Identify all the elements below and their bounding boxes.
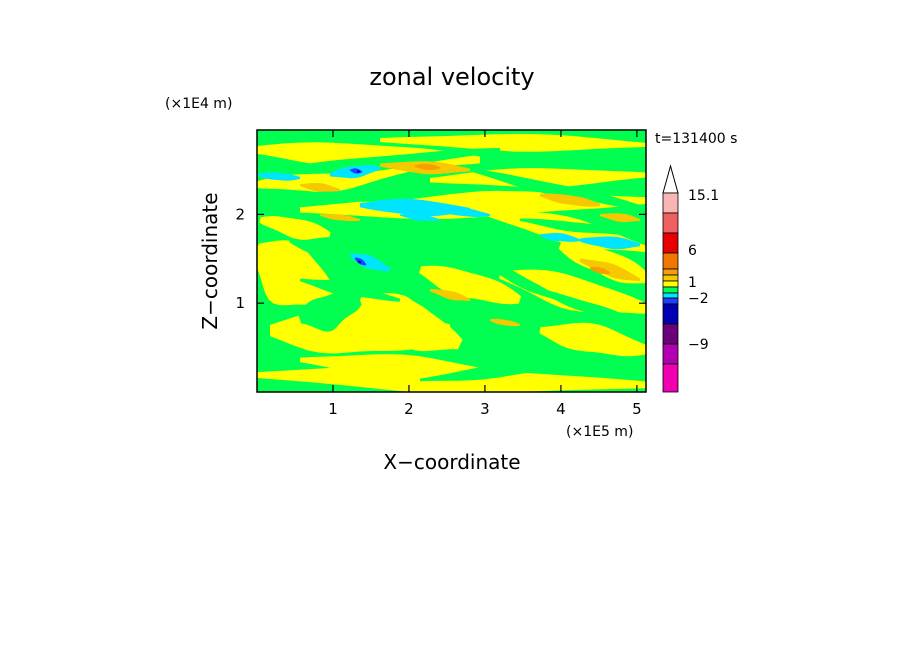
colorbar-box bbox=[662, 252, 679, 270]
colorbar-box bbox=[662, 268, 679, 276]
y-tick-label: 1 bbox=[235, 294, 245, 312]
chart-title: zonal velocity bbox=[369, 63, 534, 91]
green-band bbox=[289, 238, 381, 272]
positive-band bbox=[257, 240, 335, 307]
colorbar-box bbox=[662, 232, 679, 254]
green-band bbox=[259, 187, 481, 202]
cyan-patch bbox=[349, 253, 391, 272]
green-band bbox=[299, 278, 401, 302]
x-axis-label: X−coordinate bbox=[383, 450, 520, 474]
cyan-patch bbox=[359, 198, 471, 217]
colorbar-label: −2 bbox=[688, 291, 709, 307]
cyan-patch bbox=[539, 233, 581, 242]
orange-patch bbox=[299, 182, 341, 192]
positive-band bbox=[499, 269, 646, 314]
orange-max bbox=[589, 267, 611, 274]
orange-patch bbox=[429, 289, 471, 301]
colorbar-box bbox=[662, 363, 679, 393]
darkblue-core bbox=[356, 170, 361, 173]
cyan-patch bbox=[579, 236, 641, 250]
cyan-patch bbox=[399, 214, 441, 221]
positive-band bbox=[259, 216, 331, 240]
green-band bbox=[519, 218, 646, 237]
colorbar-label: 1 bbox=[688, 275, 697, 291]
colorbar-max-triangle bbox=[662, 164, 679, 194]
green-band bbox=[469, 168, 646, 212]
positive-band bbox=[299, 354, 481, 376]
y-axis-label: Z−coordinate bbox=[198, 192, 222, 329]
green-band bbox=[358, 258, 461, 322]
y-scale-label: (×1E4 m) bbox=[165, 96, 232, 112]
orange-max bbox=[414, 163, 441, 171]
x-tick-label: 2 bbox=[404, 400, 414, 418]
positive-band bbox=[357, 293, 463, 352]
cyan-patch bbox=[257, 172, 301, 181]
positive-band bbox=[539, 322, 646, 357]
colorbar-box bbox=[662, 303, 679, 325]
orange-patch bbox=[599, 213, 641, 223]
green-band bbox=[539, 288, 646, 331]
positive-band bbox=[380, 133, 646, 152]
colorbar-box bbox=[662, 212, 679, 234]
contour-field bbox=[257, 130, 646, 392]
colorbar-label: 6 bbox=[688, 243, 697, 259]
x-ticks: 1 2 3 4 5 bbox=[328, 130, 642, 418]
orange-patch bbox=[489, 318, 521, 327]
colorbar-box bbox=[662, 323, 679, 345]
green-band bbox=[257, 147, 501, 177]
x-tick-label: 4 bbox=[556, 400, 566, 418]
green-band bbox=[459, 248, 561, 302]
x-tick-label: 5 bbox=[632, 400, 642, 418]
colorbar-label: −9 bbox=[688, 337, 709, 353]
x-tick-label: 1 bbox=[328, 400, 338, 418]
positive-band bbox=[419, 265, 522, 305]
y-ticks: 12 bbox=[235, 205, 646, 312]
orange-patch bbox=[319, 214, 361, 222]
plot-frame bbox=[256, 129, 647, 393]
darkblue-core bbox=[357, 260, 362, 264]
colorbar: 15.1 6 1−2 −9 bbox=[662, 164, 719, 393]
colorbar-box bbox=[662, 297, 679, 305]
colorbar-box bbox=[662, 292, 679, 299]
green-band bbox=[419, 358, 601, 382]
time-label: t=131400 s bbox=[655, 131, 737, 147]
y-tick-label: 2 bbox=[235, 205, 245, 223]
orange-patch bbox=[539, 193, 601, 207]
colorbar-box bbox=[662, 286, 679, 294]
x-scale-label: (×1E5 m) bbox=[566, 424, 633, 440]
colorbar-box bbox=[662, 192, 679, 214]
colorbar-box bbox=[662, 343, 679, 365]
x-tick-label: 3 bbox=[480, 400, 490, 418]
colorbar-box bbox=[662, 280, 679, 288]
colorbar-label: 15.1 bbox=[688, 188, 719, 204]
cyan-patch bbox=[439, 207, 491, 217]
orange-patch bbox=[579, 258, 641, 282]
colorbar-box bbox=[662, 274, 679, 282]
green-band bbox=[298, 291, 362, 332]
